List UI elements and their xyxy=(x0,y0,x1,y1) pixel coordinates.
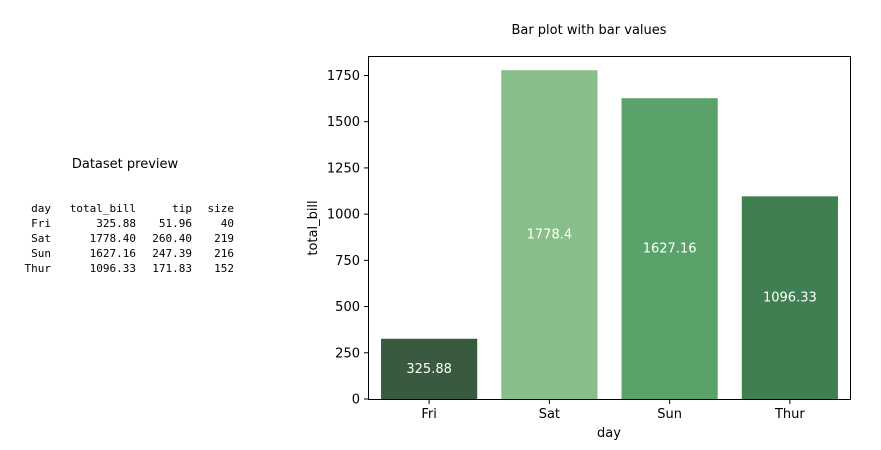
bar xyxy=(501,70,598,399)
bar xyxy=(741,196,838,399)
y-tick-label: 500 xyxy=(335,300,360,315)
y-tick-label: 750 xyxy=(335,254,360,269)
chart-title: Bar plot with bar values xyxy=(511,23,666,38)
y-tick-label: 250 xyxy=(335,346,360,361)
table-cell: 51.96 xyxy=(158,217,192,230)
table-cell: 40 xyxy=(220,217,234,230)
x-axis-label: day xyxy=(597,426,621,441)
table-cell: 1096.33 xyxy=(89,262,136,275)
x-tick-label: Thur xyxy=(774,407,805,422)
table-cell: Sun xyxy=(31,247,51,260)
table-row: Fri 325.88 51.96 40 xyxy=(18,216,234,231)
bar-value-label: 325.88 xyxy=(406,362,452,377)
table-cell: 152 xyxy=(214,262,234,275)
table-cell: Thur xyxy=(24,262,52,275)
column-header: total_bill xyxy=(69,202,136,215)
table-cell: 171.83 xyxy=(152,262,192,275)
column-header: size xyxy=(207,202,235,215)
column-header: tip xyxy=(172,202,192,215)
y-tick-label: 1500 xyxy=(327,115,360,130)
plot-frame xyxy=(368,56,851,400)
table-cell: 260.40 xyxy=(152,232,192,245)
y-tick-label: 1750 xyxy=(327,69,360,84)
x-axis: Fri Sat Sun Thur xyxy=(421,399,805,422)
bar-value-label: 1627.16 xyxy=(643,242,697,257)
table-cell: 1627.16 xyxy=(89,247,136,260)
table-cell: Fri xyxy=(31,217,51,230)
x-tick-label: Fri xyxy=(421,407,437,422)
bar-value-label: 1778.4 xyxy=(527,228,573,243)
dataset-preview-table: day total_bill tip size Fri 325.88 51.96… xyxy=(18,201,235,276)
bar-value-label: 1096.33 xyxy=(763,291,817,306)
y-tick-label: 1250 xyxy=(327,161,360,176)
bar xyxy=(621,98,718,400)
table-cell: 325.88 xyxy=(96,217,136,230)
table-cell: 1778.40 xyxy=(89,232,136,245)
bar xyxy=(381,338,478,399)
table-cell: 247.39 xyxy=(152,247,192,260)
table-row: Sat 1778.40 260.40 219 xyxy=(18,231,234,246)
bars-layer: 325.88 1778.4 1627.16 1096.33 xyxy=(381,70,838,400)
y-tick-label: 1000 xyxy=(327,208,360,223)
table-cell: Sat xyxy=(31,232,51,245)
x-tick-label: Sun xyxy=(657,407,682,422)
y-axis: 0 250 500 750 1000 1250 1500 1750 xyxy=(327,69,369,408)
table-header-row: day total_bill tip size xyxy=(18,201,234,216)
table-row: Thur 1096.33 171.83 152 xyxy=(18,261,235,276)
column-header: day xyxy=(31,202,51,215)
y-tick-label: 0 xyxy=(352,393,360,408)
table-cell: 216 xyxy=(214,247,234,260)
table-row: Sun 1627.16 247.39 216 xyxy=(18,246,234,261)
table-cell: 219 xyxy=(214,232,234,245)
preview-title: Dataset preview xyxy=(71,157,179,172)
y-axis-label: total_bill xyxy=(306,200,321,255)
x-tick-label: Sat xyxy=(539,407,560,422)
